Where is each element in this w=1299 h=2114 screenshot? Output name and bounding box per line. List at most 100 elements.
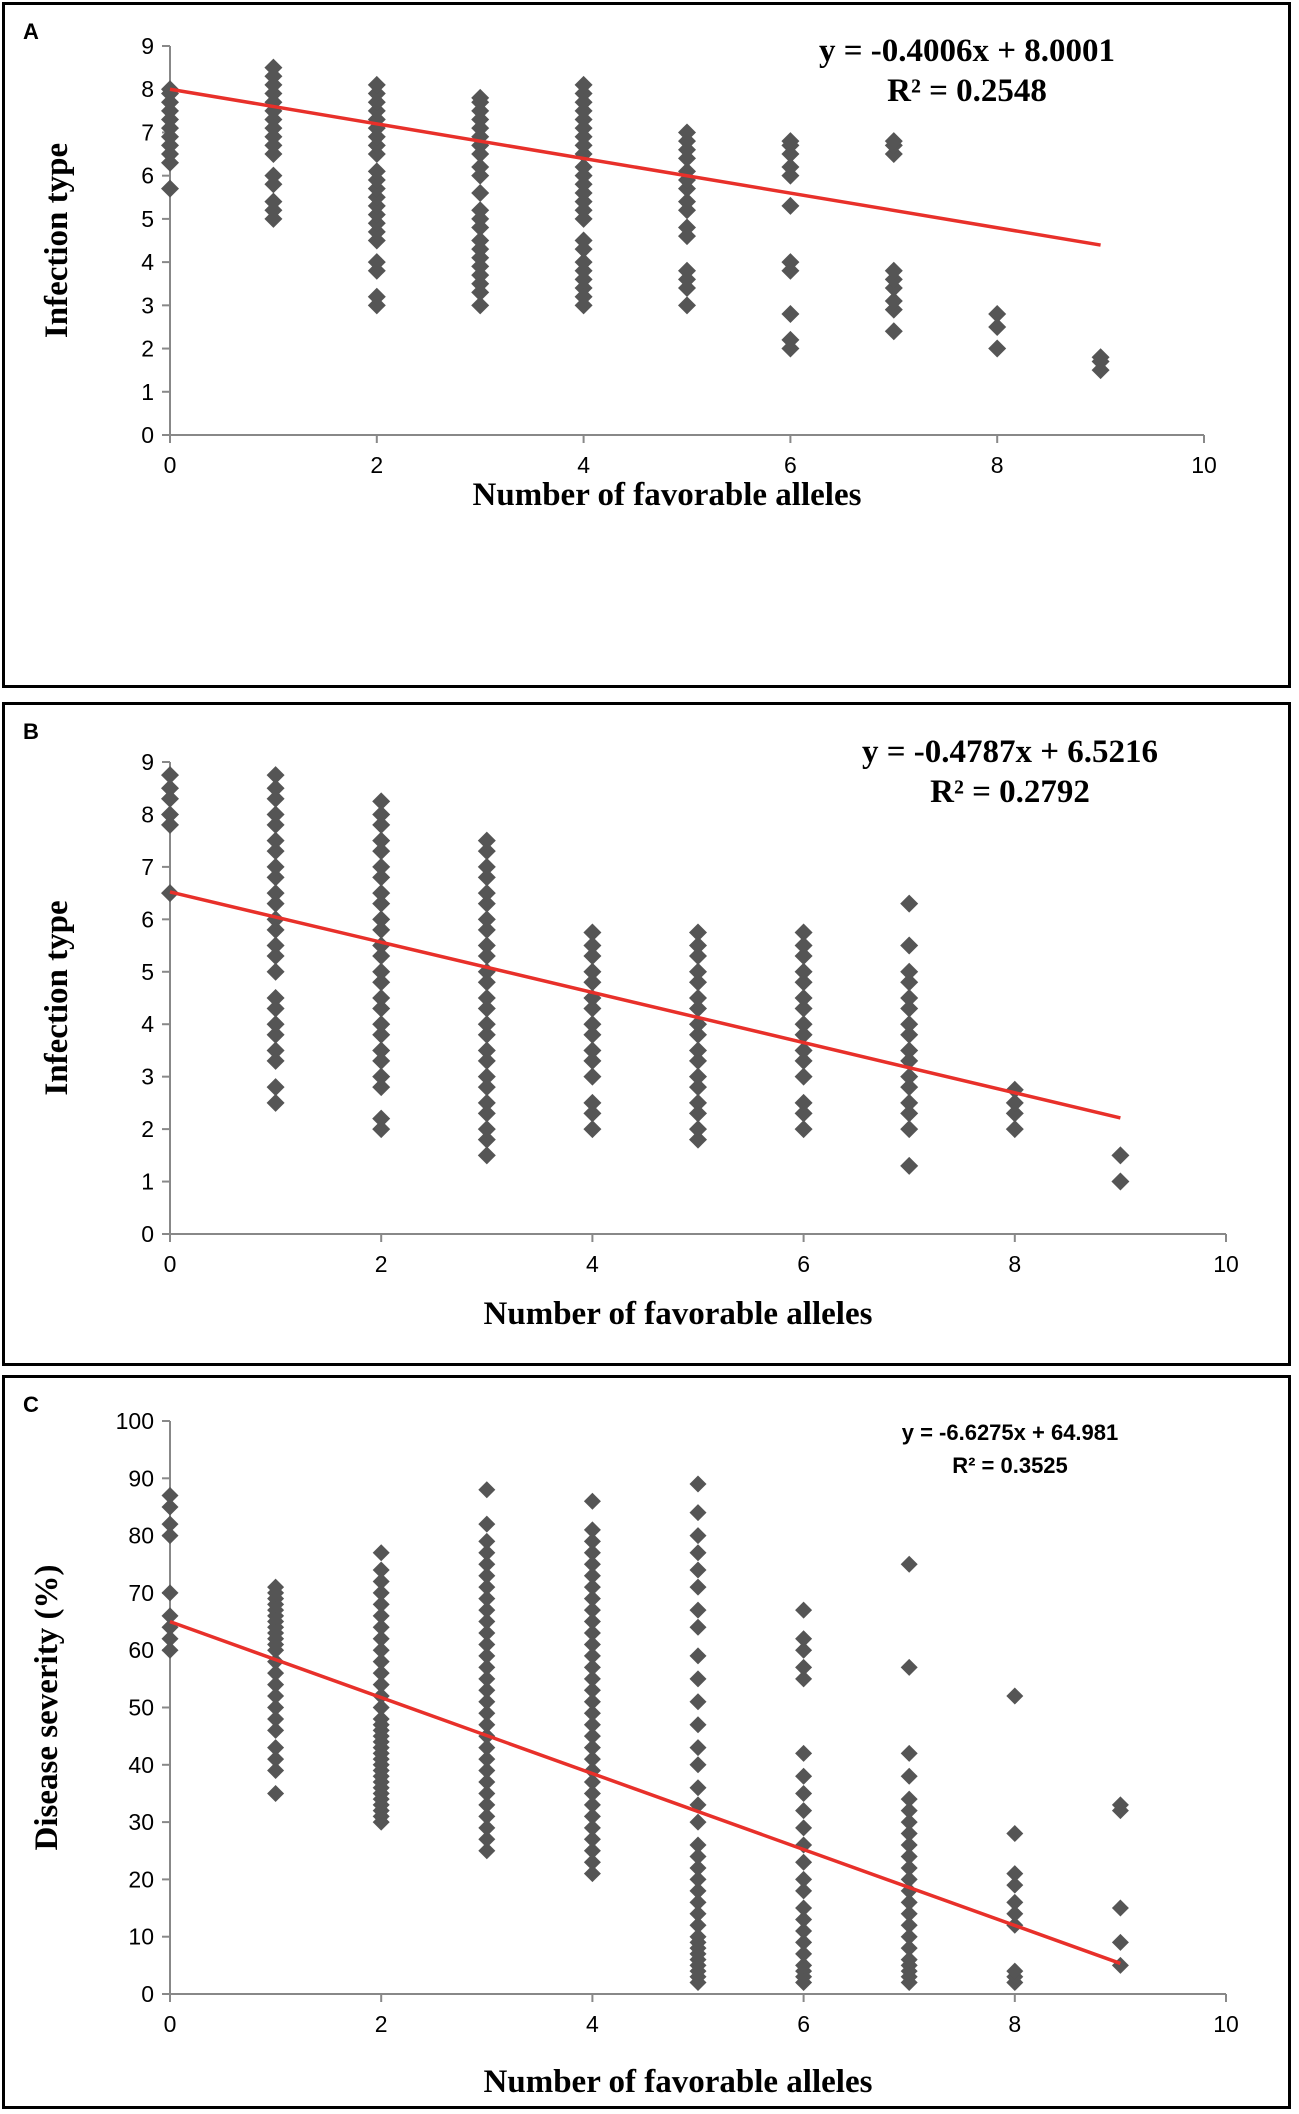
- trendline: [169, 87, 1101, 247]
- data-point: [781, 132, 800, 151]
- data-point: [574, 158, 593, 177]
- data-point: [795, 1601, 813, 1619]
- y-tick-label: 8: [141, 801, 154, 827]
- data-point: [900, 962, 919, 981]
- data-point: [477, 1041, 496, 1060]
- data-point: [795, 1836, 813, 1854]
- data-point: [583, 1658, 601, 1676]
- data-point: [794, 936, 813, 955]
- x-tick-label: 10: [1213, 1251, 1239, 1277]
- data-point: [583, 1521, 601, 1539]
- y-tick-label: 0: [141, 1981, 154, 2007]
- y-tick-label: 50: [128, 1695, 154, 1721]
- data-point: [689, 1120, 707, 1139]
- data-point: [583, 1750, 601, 1768]
- data-point: [372, 1120, 391, 1139]
- data-point: [689, 989, 707, 1007]
- data-point: [267, 1699, 285, 1716]
- data-point: [900, 1156, 919, 1175]
- data-point: [367, 253, 386, 272]
- x-tick-label: 0: [164, 2011, 177, 2037]
- data-point: [583, 1647, 601, 1665]
- data-point: [583, 1041, 602, 1060]
- data-point: [161, 1630, 179, 1648]
- data-point: [161, 1486, 179, 1504]
- data-point: [372, 842, 391, 861]
- data-point: [372, 1544, 390, 1562]
- data-point: [678, 192, 696, 211]
- data-point: [1111, 1172, 1130, 1191]
- data-point: [1006, 1962, 1024, 1980]
- data-point: [583, 1104, 602, 1123]
- data-point: [794, 1104, 813, 1123]
- y-tick-label: 0: [141, 1221, 154, 1247]
- data-point: [689, 1601, 707, 1619]
- data-point: [478, 1515, 496, 1533]
- data-point: [794, 962, 813, 981]
- data-point: [583, 1842, 601, 1860]
- y-tick-label: 2: [141, 1116, 154, 1142]
- data-point: [583, 1716, 601, 1734]
- data-point: [689, 1578, 707, 1596]
- data-point: [795, 1899, 813, 1917]
- data-point: [478, 1544, 496, 1562]
- data-point: [266, 894, 285, 913]
- data-point: [372, 1607, 390, 1625]
- data-point: [689, 1813, 707, 1831]
- data-point: [781, 253, 800, 272]
- data-point: [795, 1744, 813, 1762]
- data-point: [478, 1693, 496, 1711]
- x-tick-label: 10: [1191, 452, 1217, 478]
- data-point: [795, 1670, 813, 1688]
- data-point: [372, 1561, 390, 1579]
- data-point: [161, 1584, 179, 1602]
- data-point: [1006, 1865, 1024, 1883]
- data-point: [689, 962, 707, 981]
- data-point: [478, 1681, 496, 1699]
- data-point: [471, 296, 490, 315]
- data-point: [478, 1773, 496, 1791]
- data-point: [372, 1641, 390, 1659]
- data-point: [795, 1922, 813, 1940]
- data-point: [794, 1067, 813, 1086]
- data-point: [574, 253, 593, 272]
- data-point: [1005, 1104, 1024, 1123]
- data-point: [900, 1893, 918, 1911]
- panel-a: A 0 1 2 3 4 5 6 7 8 9 0 2 4 6 8 10 Number of favorable al…: [2, 2, 1291, 688]
- data-point: [884, 261, 903, 280]
- data-point: [795, 1658, 813, 1676]
- data-point: [1111, 1146, 1130, 1165]
- y-tick-label: 6: [141, 906, 154, 932]
- data-point: [583, 1067, 602, 1086]
- data-point: [795, 1882, 813, 1900]
- data-point: [372, 999, 391, 1018]
- data-point: [583, 973, 602, 992]
- data-point: [267, 1784, 285, 1802]
- data-point: [583, 1853, 601, 1871]
- y-tick-label: 40: [128, 1752, 154, 1778]
- data-point: [583, 1739, 601, 1757]
- data-point: [266, 766, 285, 785]
- data-point: [1111, 1933, 1129, 1951]
- data-point: [372, 1041, 391, 1060]
- data-point: [795, 1802, 813, 1820]
- data-point: [372, 1051, 391, 1070]
- y-tick-label: 70: [128, 1580, 154, 1606]
- data-point: [900, 999, 919, 1018]
- data-point: [689, 1078, 707, 1097]
- data-point: [988, 339, 1007, 358]
- data-point: [478, 1590, 496, 1608]
- x-tick-label: 2: [375, 1251, 388, 1277]
- data-point: [583, 1796, 601, 1814]
- data-point: [689, 999, 707, 1018]
- data-point: [900, 1916, 918, 1934]
- data-point: [372, 1109, 391, 1128]
- data-point: [266, 857, 285, 876]
- data-point: [477, 1120, 496, 1139]
- data-point: [267, 1710, 285, 1728]
- x-tick-label: 4: [577, 452, 590, 478]
- data-point: [267, 1739, 285, 1757]
- data-point: [689, 1893, 707, 1911]
- data-point: [689, 1527, 707, 1545]
- x-axis-title: Number of favorable alleles: [473, 477, 862, 513]
